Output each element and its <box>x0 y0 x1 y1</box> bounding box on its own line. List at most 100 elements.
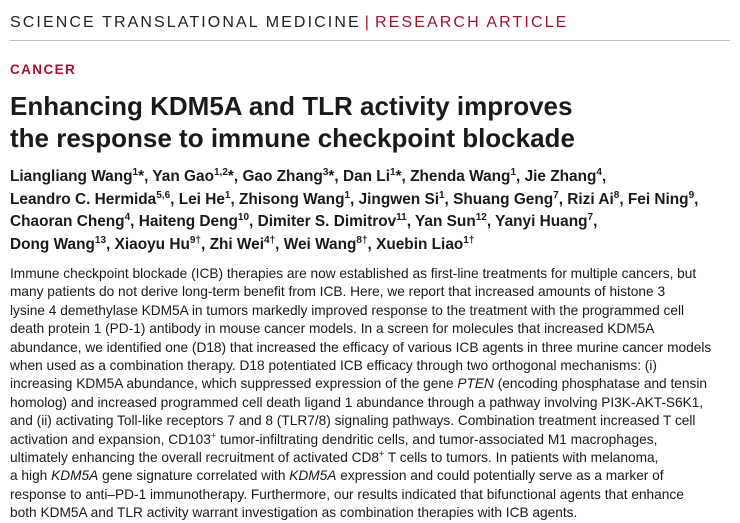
author-line: Leandro C. Hermida5,6, Lei He1, Zhisong … <box>10 189 699 208</box>
abstract-text: response to anti–PD-1 immunotherapy. Fur… <box>10 486 684 502</box>
abstract-line: homolog) and increased programmed cell d… <box>10 394 735 412</box>
author: Leandro C. Hermida5,6 <box>10 189 171 208</box>
author-affiliation: 8† <box>356 234 368 246</box>
author-affiliation: 11 <box>396 211 407 223</box>
abstract-text: homolog) and increased programmed cell d… <box>10 394 704 410</box>
author-name: Xuebin Liao <box>376 235 464 253</box>
author-affiliation: 8 <box>613 189 620 201</box>
abstract-text: death protein 1 (PD-1) antibody in mouse… <box>10 321 655 337</box>
author-name: Gao Zhang <box>242 168 323 185</box>
author: Liangliang Wang1* <box>10 166 145 185</box>
author: Zhi Wei4† <box>209 234 276 253</box>
abstract-line: Immune checkpoint blockade (ICB) therapi… <box>10 265 735 283</box>
gene-name: PTEN <box>457 376 494 392</box>
abstract-line: increasing KDM5A abundance, which suppre… <box>10 375 735 393</box>
abstract-text: and (ii) activating Toll-like receptors … <box>10 413 696 429</box>
author-name: Rizi Ai <box>567 190 614 208</box>
abstract-text: expression and could potentially serve a… <box>336 468 664 484</box>
author: Jie Zhang4 <box>524 167 602 185</box>
abstract-text: lysine 4 demethylase KDM5A in tumors mar… <box>10 302 685 318</box>
article-category: CANCER <box>10 62 77 77</box>
author-name: Yanyi Huang <box>495 213 588 230</box>
author: Yan Sun12 <box>415 211 487 230</box>
abstract-line: activation and expansion, CD103+ tumor-i… <box>10 431 735 449</box>
abstract-line: response to anti–PD-1 immunotherapy. Fur… <box>10 486 735 504</box>
superscript: + <box>379 448 385 459</box>
abstract-line: a high KDM5A gene signature correlated w… <box>10 467 735 485</box>
abstract-text: abundance, we identified one (D18) that … <box>10 339 712 355</box>
author-name: Haiteng Deng <box>138 213 238 230</box>
author: Lei He1 <box>179 189 231 208</box>
author-name: Dan Li <box>342 168 390 185</box>
author-affiliation: 4 <box>124 211 131 223</box>
author-name: Shuang Geng <box>453 190 554 208</box>
author: Dan Li1* <box>342 167 402 185</box>
abstract-text: increasing KDM5A abundance, which suppre… <box>10 376 458 392</box>
author-name: Leandro C. Hermida <box>10 190 157 208</box>
author-line: Chaoran Cheng4, Haiteng Deng10, Dimiter … <box>10 211 598 230</box>
abstract-line: when used as a combination therapy. D18 … <box>10 357 735 375</box>
gene-name: KDM5A <box>51 468 99 484</box>
author-affiliation: 1 <box>438 189 445 201</box>
author-name: Wei Wang <box>283 235 357 253</box>
author-name: Zhisong Wang <box>239 190 345 208</box>
abstract-line: many patients do not derive long-term be… <box>10 283 735 301</box>
author-name: Fei Ning <box>627 190 689 208</box>
author-affiliation: 4† <box>264 234 276 246</box>
article-title: Enhancing KDM5A and TLR activity improve… <box>10 90 730 154</box>
author: Chaoran Cheng4 <box>10 211 131 230</box>
author-affiliation: 1 <box>510 166 516 178</box>
author-line: Liangliang Wang1*, Yan Gao1,2*, Gao Zhan… <box>10 166 607 185</box>
author-affiliation: 1† <box>463 234 475 246</box>
author-name: Zhenda Wang <box>410 168 511 185</box>
gene-name: KDM5A <box>289 468 337 484</box>
author-mark: * <box>395 168 402 185</box>
author-name: Yan Sun <box>415 213 476 230</box>
author-affiliation: 13 <box>94 234 107 246</box>
journal-name: SCIENCE TRANSLATIONAL MEDICINE <box>10 14 361 31</box>
author: Xiaoyu Hu9† <box>114 235 201 253</box>
author-name: Xiaoyu Hu <box>114 235 190 253</box>
author: Zhisong Wang1 <box>239 190 350 208</box>
author: Yan Gao1,2* <box>152 166 234 185</box>
author-affiliation: 12 <box>475 211 487 223</box>
author-affiliation: 1 <box>224 189 231 201</box>
abstract-line: abundance, we identified one (D18) that … <box>10 339 735 357</box>
author-affiliation: 1 <box>132 166 139 178</box>
abstract-line: and (ii) activating Toll-like receptors … <box>10 412 735 430</box>
author-mark: * <box>227 168 234 185</box>
author: Shuang Geng7 <box>453 190 559 208</box>
author: Rizi Ai8 <box>567 189 620 208</box>
abstract-text: ultimately enhancing the overall recruit… <box>10 450 379 466</box>
title-line: the response to immune checkpoint blocka… <box>10 123 575 153</box>
author: Fei Ning9 <box>627 190 694 208</box>
author-name: Dong Wang <box>10 235 95 253</box>
author: Yanyi Huang7 <box>495 212 593 230</box>
author-name: Dimiter S. Dimitrov <box>257 213 397 230</box>
author-affiliation: 5,6 <box>156 189 171 201</box>
abstract-text: activation and expansion, CD103 <box>10 431 211 447</box>
abstract-text: Immune checkpoint blockade (ICB) therapi… <box>10 266 697 281</box>
header-divider <box>10 40 730 41</box>
header-separator: | <box>364 14 372 31</box>
abstract-line: both KDM5A and TLR activity warrant inve… <box>10 504 735 522</box>
author-name: Yan Gao <box>152 168 214 185</box>
author: Dong Wang13 <box>10 234 107 253</box>
author: Zhenda Wang1 <box>410 166 516 185</box>
author-mark: * <box>138 168 145 185</box>
abstract-text: many patients do not derive long-term be… <box>10 284 666 300</box>
article-type: RESEARCH ARTICLE <box>375 14 569 31</box>
author: Xuebin Liao1† <box>376 234 475 253</box>
abstract-text: both KDM5A and TLR activity warrant inve… <box>10 505 578 521</box>
author-affiliation: 3 <box>322 166 329 178</box>
author-name: Jingwen Si <box>358 190 439 208</box>
author: Gao Zhang3* <box>242 166 334 185</box>
author-name: Chaoran Cheng <box>10 213 125 230</box>
author: Dimiter S. Dimitrov11 <box>257 211 407 230</box>
author-name: Jie Zhang <box>524 168 597 185</box>
author: Jingwen Si1 <box>358 189 445 208</box>
author: Wei Wang8† <box>283 234 368 253</box>
author-affiliation: 1,2 <box>213 166 228 178</box>
abstract-text: when used as a combination therapy. D18 … <box>10 358 657 374</box>
author-name: Zhi Wei <box>209 235 265 253</box>
